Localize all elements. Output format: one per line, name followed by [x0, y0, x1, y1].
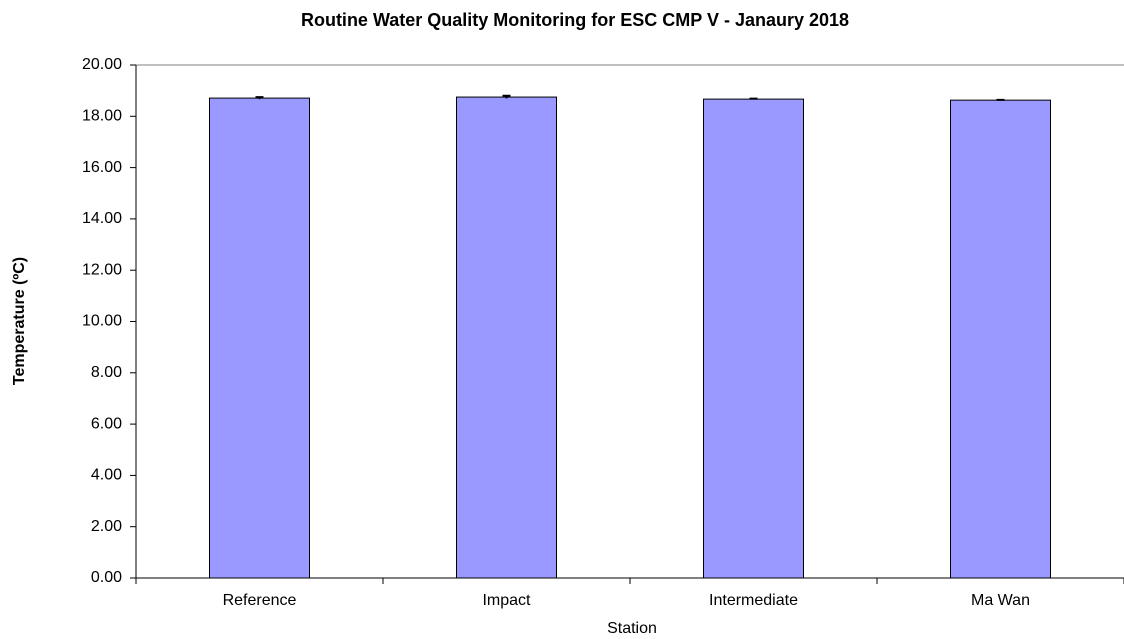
- y-tick-label: 2.00: [91, 518, 122, 535]
- x-tick-label: Reference: [223, 592, 297, 609]
- y-axis-label: Temperature (ºC): [11, 257, 28, 385]
- y-tick-label: 12.00: [82, 261, 122, 278]
- bar: [703, 98, 804, 579]
- error-bar: [502, 94, 511, 99]
- x-axis-label: Station: [607, 620, 657, 637]
- y-tick-label: 20.00: [82, 56, 122, 73]
- error-bar: [996, 98, 1005, 101]
- y-tick-label: 0.00: [91, 569, 122, 586]
- x-tick-label: Ma Wan: [971, 592, 1030, 609]
- y-tick-label: 16.00: [82, 159, 122, 176]
- x-tick-label: Intermediate: [709, 592, 798, 609]
- error-bar: [255, 96, 264, 100]
- error-bar: [749, 97, 758, 100]
- y-tick-label: 10.00: [82, 313, 122, 330]
- y-tick-label: 8.00: [91, 364, 122, 381]
- y-tick-label: 18.00: [82, 108, 122, 125]
- y-tick-label: 14.00: [82, 210, 122, 227]
- bar: [209, 97, 310, 579]
- chart-title: Routine Water Quality Monitoring for ESC…: [301, 10, 849, 30]
- bar: [950, 99, 1051, 579]
- y-tick-label: 6.00: [91, 415, 122, 432]
- x-tick-label: Impact: [482, 592, 531, 609]
- y-tick-label: 4.00: [91, 467, 122, 484]
- bar: [456, 96, 557, 579]
